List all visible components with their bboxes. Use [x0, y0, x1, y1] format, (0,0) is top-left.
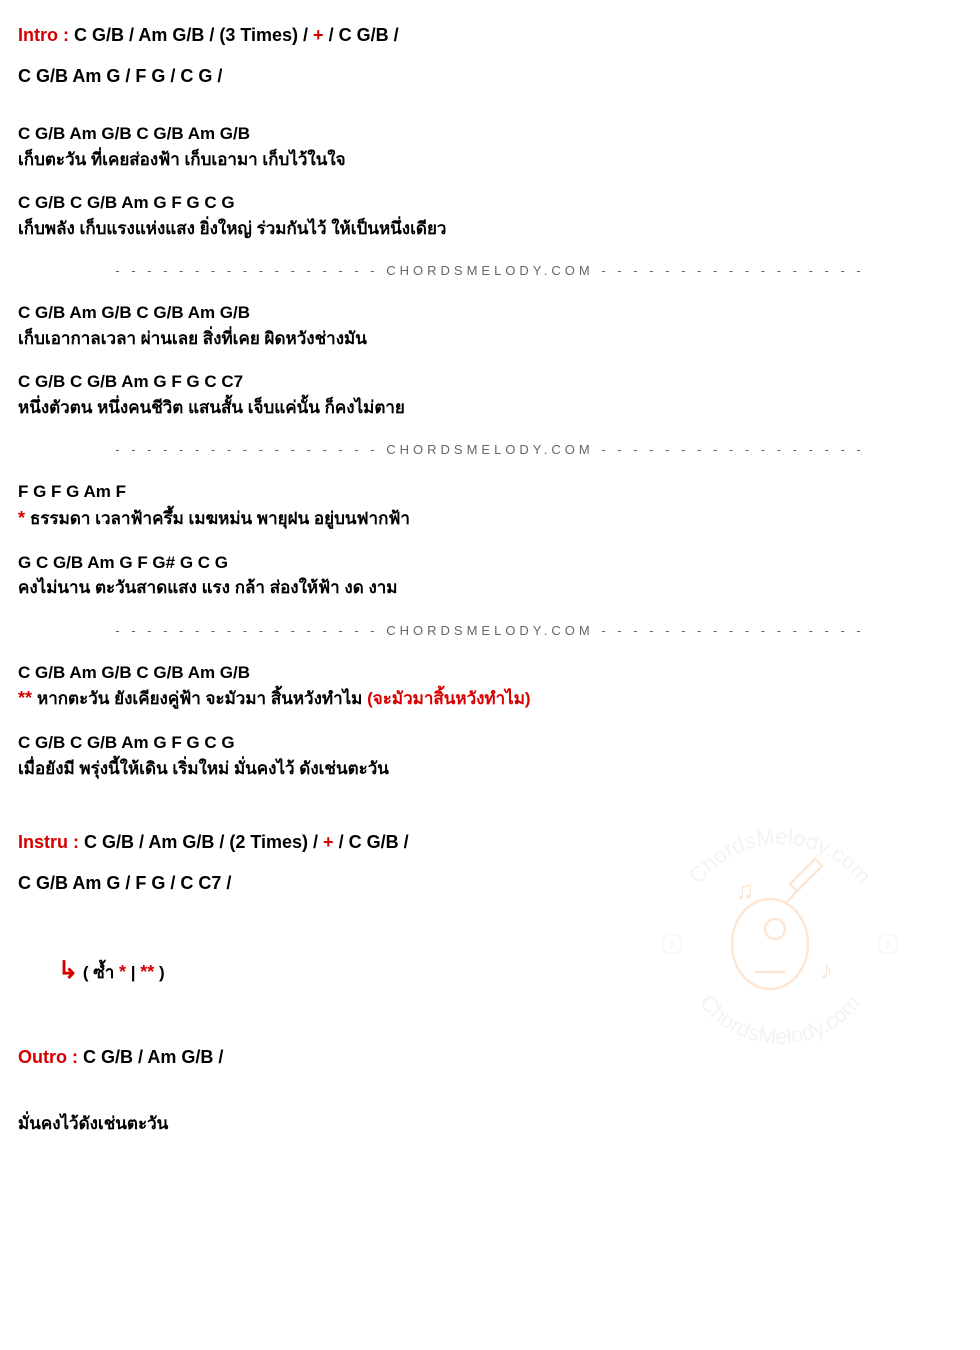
instru-chords-1a: C G/B / Am G/B / (2 Times) / [84, 832, 323, 852]
verse-3: C G/B Am G/B C G/B Am G/B ** หากตะวัน ยั… [18, 660, 962, 782]
verse1-lyrics-2: เก็บพลัง เก็บแรงแห่งแสง ยิ่งใหญ่ ร่วมกัน… [18, 216, 962, 242]
instru-chords-1b: / C G/B / [334, 832, 409, 852]
verse2-lyrics-1: เก็บเอากาลเวลา ผ่านเลย สิ่งที่เคย ผิดหวั… [18, 326, 962, 352]
chorus-chords-1: F G F G Am F [18, 479, 962, 505]
verse3-star: ** [18, 688, 37, 708]
verse3-lyrics-2: เมื่อยังมี พรุ่งนี้ให้เดิน เริ่มใหม่ มั่… [18, 756, 962, 782]
verse1-chords-2: C G/B C G/B Am G F G C G [18, 190, 962, 216]
intro-chords-1b: / C G/B / [324, 25, 399, 45]
divider-2: - - - - - - - - - - - - - - - - - CHORDS… [18, 442, 962, 457]
repeat-close: ) [154, 963, 164, 982]
intro-line-1: Intro : C G/B / Am G/B / (3 Times) / + /… [18, 20, 962, 51]
chorus-lyrics-2: คงไม่นาน ตะวันสาดแสง แรง กล้า ส่องให้ฟ้า… [18, 575, 962, 601]
verse3-red-paren: (จะมัวมาสิ้นหวังทำไม) [367, 689, 530, 708]
verse2-lyrics-2: หนึ่งตัวตน หนึ่งคนชีวิต แสนสั้น เจ็บแค่น… [18, 395, 962, 421]
instru-label: Instru : [18, 832, 84, 852]
verse3-lyrics-1: ** หากตะวัน ยังเคียงคู่ฟ้า จะมัวมา สิ้นห… [18, 685, 962, 712]
intro-chords-1a: C G/B / Am G/B / (3 Times) / [74, 25, 313, 45]
instru-line-2: C G/B Am G / F G / C C7 / [18, 868, 962, 899]
verse1-lyrics-1: เก็บตะวัน ที่เคยส่องฟ้า เก็บเอามา เก็บไว… [18, 147, 962, 173]
verse2-chords-1: C G/B Am G/B C G/B Am G/B [18, 300, 962, 326]
divider-3: - - - - - - - - - - - - - - - - - CHORDS… [18, 623, 962, 638]
verse3-chords-2: C G/B C G/B Am G F G C G [18, 730, 962, 756]
divider-1: - - - - - - - - - - - - - - - - - CHORDS… [18, 263, 962, 278]
repeat-star1: * [119, 962, 126, 982]
chorus-star: * [18, 508, 30, 528]
chorus: F G F G Am F * ธรรมดา เวลาฟ้าครึ้ม เมฆหม… [18, 479, 962, 601]
repeat-star2: ** [140, 962, 154, 982]
intro-plus: + [313, 25, 324, 45]
outro-chords: C G/B / Am G/B / [83, 1047, 223, 1067]
instru-plus: + [323, 832, 334, 852]
chorus-lyrics-1-text: ธรรมดา เวลาฟ้าครึ้ม เมฆหม่น พายุฝน อยู่บ… [30, 509, 410, 528]
verse2-chords-2: C G/B C G/B Am G F G C C7 [18, 369, 962, 395]
repeat-pipe: | [126, 963, 140, 982]
instru-line-1: Instru : C G/B / Am G/B / (2 Times) / + … [18, 827, 962, 858]
verse1-chords-1: C G/B Am G/B C G/B Am G/B [18, 121, 962, 147]
final-lyric: มั่นคงไว้ดังเช่นตะวัน [18, 1111, 962, 1137]
verse-1: C G/B Am G/B C G/B Am G/B เก็บตะวัน ที่เ… [18, 121, 962, 241]
intro-label: Intro : [18, 25, 74, 45]
chorus-chords-2: G C G/B Am G F G# G C G [18, 550, 962, 576]
outro-line: Outro : C G/B / Am G/B / [18, 1042, 962, 1073]
chorus-lyrics-1: * ธรรมดา เวลาฟ้าครึ้ม เมฆหม่น พายุฝน อยู… [18, 505, 962, 532]
intro-line-2: C G/B Am G / F G / C G / [18, 61, 962, 92]
outro-label: Outro : [18, 1047, 83, 1067]
repeat-instruction: ↳ ( ซ้ำ * | ** ) [18, 956, 962, 986]
repeat-text-1: ( ซ้ำ [78, 963, 119, 982]
verse-2: C G/B Am G/B C G/B Am G/B เก็บเอากาลเวลา… [18, 300, 962, 420]
verse3-chords-1: C G/B Am G/B C G/B Am G/B [18, 660, 962, 686]
verse3-lyrics-1-text: หากตะวัน ยังเคียงคู่ฟ้า จะมัวมา สิ้นหวัง… [37, 689, 367, 708]
repeat-arrow-icon: ↳ [58, 957, 78, 984]
